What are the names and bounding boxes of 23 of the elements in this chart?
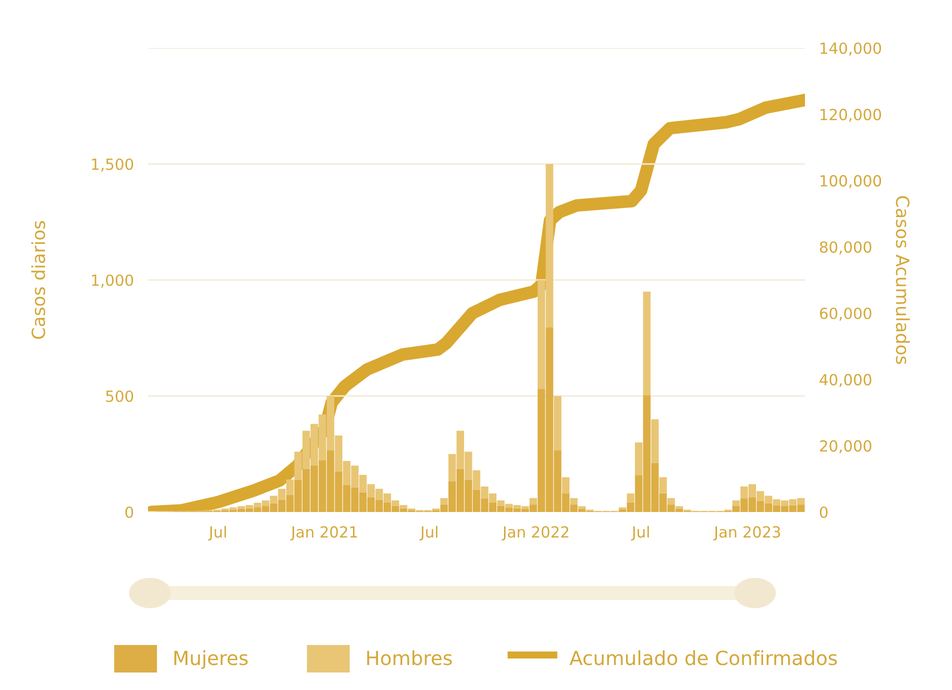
x-tick-label: Jan 2021 [290,526,357,541]
y2-tick-label: 120,000 [820,108,882,122]
x-tick-label: Jul [631,526,649,541]
y-tick-label: 500 [106,390,134,402]
x-tick-label: Jan 2022 [502,526,568,541]
y2-tick-label: 80,000 [820,241,872,254]
y2-tick-label: 0 [820,506,828,518]
y-axis-title: Casos diarios [31,221,46,339]
y-tick-label: 1,500 [92,158,134,172]
legend-label: Mujeres [174,650,248,670]
y2-tick-label: 100,000 [820,175,882,188]
x-tick-label: Jul [420,526,438,541]
y-tick-label: 0 [125,506,134,518]
x-tick-label: Jul [208,526,226,541]
y2-tick-label: 140,000 [820,42,882,56]
legend-label: Acumulado de Confirmados [570,650,837,666]
legend-label: Hombres [367,650,452,666]
y2-tick-label: 60,000 [820,308,872,321]
y2-tick-label: 40,000 [820,374,872,388]
y2-tick-label: 20,000 [820,440,872,454]
x-tick-label: Jan 2023 [713,526,780,541]
y-tick-label: 1,000 [92,274,134,288]
y2-axis-title: Casos Acumulados [896,196,910,364]
